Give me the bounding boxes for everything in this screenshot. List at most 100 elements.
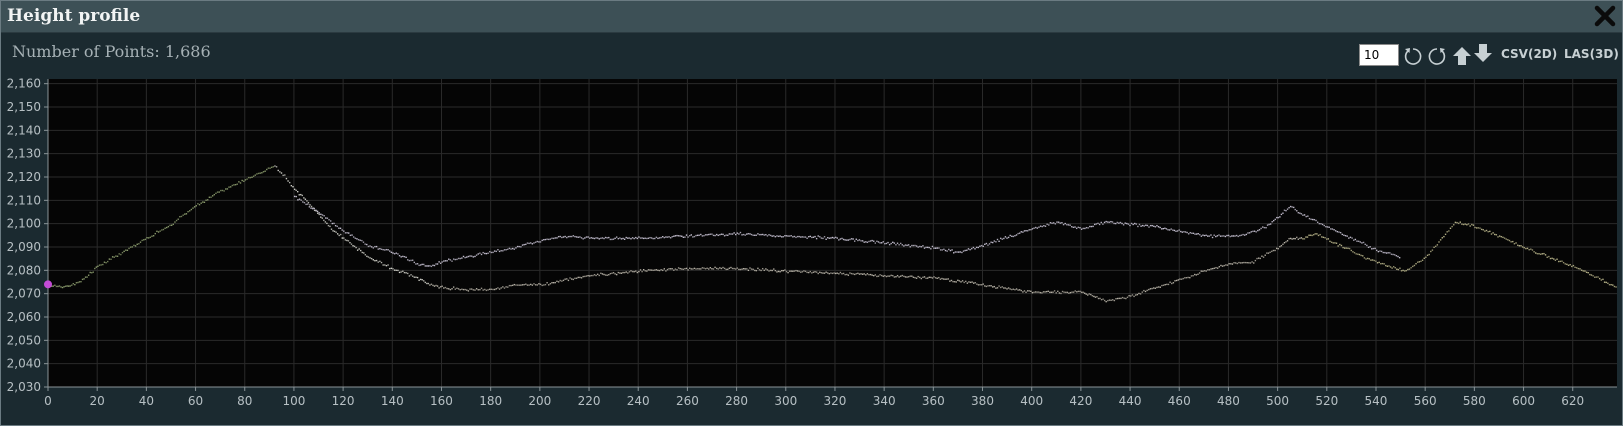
data-point [338, 227, 340, 229]
data-point [549, 283, 552, 285]
data-point [1030, 290, 1032, 292]
move-down-button[interactable] [1472, 42, 1494, 64]
data-point [593, 237, 596, 240]
y-tick-label: 2,030 [7, 380, 41, 394]
close-button[interactable] [1594, 5, 1616, 27]
data-point [1308, 217, 1311, 220]
data-point [735, 268, 737, 270]
data-point [1513, 243, 1516, 245]
data-point [831, 236, 834, 239]
data-point [704, 234, 707, 236]
data-point [1405, 269, 1407, 272]
data-point [538, 241, 540, 243]
data-point [817, 272, 819, 275]
export-csv-button[interactable]: CSV(2D) [1501, 47, 1558, 61]
data-point [674, 268, 677, 270]
data-point [410, 274, 412, 276]
data-point [903, 245, 905, 247]
data-point [949, 280, 951, 282]
data-point [1215, 266, 1217, 269]
data-point [1323, 224, 1325, 227]
data-point [876, 275, 878, 278]
data-point [1011, 288, 1013, 291]
data-point [577, 276, 579, 279]
data-point [407, 259, 409, 261]
data-point [571, 235, 573, 238]
rotate-left-button[interactable] [1402, 45, 1424, 67]
data-point [310, 207, 312, 209]
data-point [1203, 234, 1206, 237]
thin-factor-input[interactable] [1359, 44, 1399, 66]
data-point [890, 242, 892, 245]
data-point [336, 233, 339, 235]
profile-start-marker[interactable] [44, 280, 52, 289]
title-bar[interactable]: Height profile [1, 1, 1622, 33]
data-point [730, 266, 732, 269]
data-point [984, 243, 986, 246]
data-point [1291, 206, 1293, 208]
data-point [485, 252, 488, 255]
data-point [733, 267, 735, 270]
data-point [121, 251, 124, 254]
data-point [604, 274, 607, 276]
data-point [1042, 291, 1045, 293]
data-point [693, 267, 696, 270]
data-point [1263, 226, 1266, 229]
data-point [608, 274, 610, 276]
data-point [987, 285, 989, 287]
data-point [584, 275, 586, 278]
data-point [941, 249, 943, 251]
data-point [551, 282, 553, 284]
data-point [1031, 228, 1034, 230]
data-point [700, 233, 702, 236]
data-point [1116, 221, 1118, 224]
data-point [433, 264, 436, 267]
data-point [74, 283, 76, 286]
data-point [1317, 234, 1320, 237]
data-point [1248, 262, 1250, 264]
profile-chart[interactable]: 0 20 40 60 80 100 120 140 160 180 200 220 240 260 280 3… [1, 74, 1622, 425]
data-point [444, 286, 447, 289]
data-point [351, 234, 353, 236]
data-point [1141, 224, 1144, 227]
data-point [995, 287, 997, 289]
x-tick-label: 220 [578, 394, 601, 408]
data-point [525, 243, 527, 246]
profile-chart-svg[interactable]: 0 20 40 60 80 100 120 140 160 180 200 220 240 260 280 3… [1, 74, 1622, 425]
data-point [1338, 231, 1340, 233]
data-point [834, 272, 837, 275]
data-point [1033, 227, 1035, 229]
data-point [1020, 231, 1022, 233]
data-point [677, 235, 680, 237]
data-point [1066, 224, 1068, 226]
data-point [616, 236, 618, 238]
data-point [866, 273, 869, 275]
data-point [1252, 230, 1254, 233]
data-point [971, 247, 973, 250]
data-point [1418, 261, 1421, 263]
data-point [587, 236, 589, 238]
data-point [1595, 276, 1598, 278]
data-point [1386, 265, 1389, 267]
data-point [1226, 234, 1228, 237]
data-point [815, 271, 818, 273]
data-point [1067, 224, 1070, 226]
data-point [1255, 231, 1257, 233]
data-point [1299, 212, 1301, 214]
data-point [839, 271, 842, 274]
data-point [389, 250, 391, 252]
data-point [374, 245, 376, 248]
data-point [1044, 291, 1046, 293]
data-point [1615, 286, 1617, 288]
data-point [809, 270, 811, 273]
rotate-right-button[interactable] [1426, 45, 1448, 67]
data-point [926, 246, 929, 249]
data-point [1403, 270, 1406, 272]
data-point [439, 286, 442, 288]
data-point [719, 234, 721, 236]
move-up-button[interactable] [1451, 45, 1473, 67]
data-point [584, 237, 586, 239]
data-point [1170, 228, 1172, 230]
data-point [161, 229, 163, 231]
export-las-button[interactable]: LAS(3D) [1564, 47, 1619, 61]
